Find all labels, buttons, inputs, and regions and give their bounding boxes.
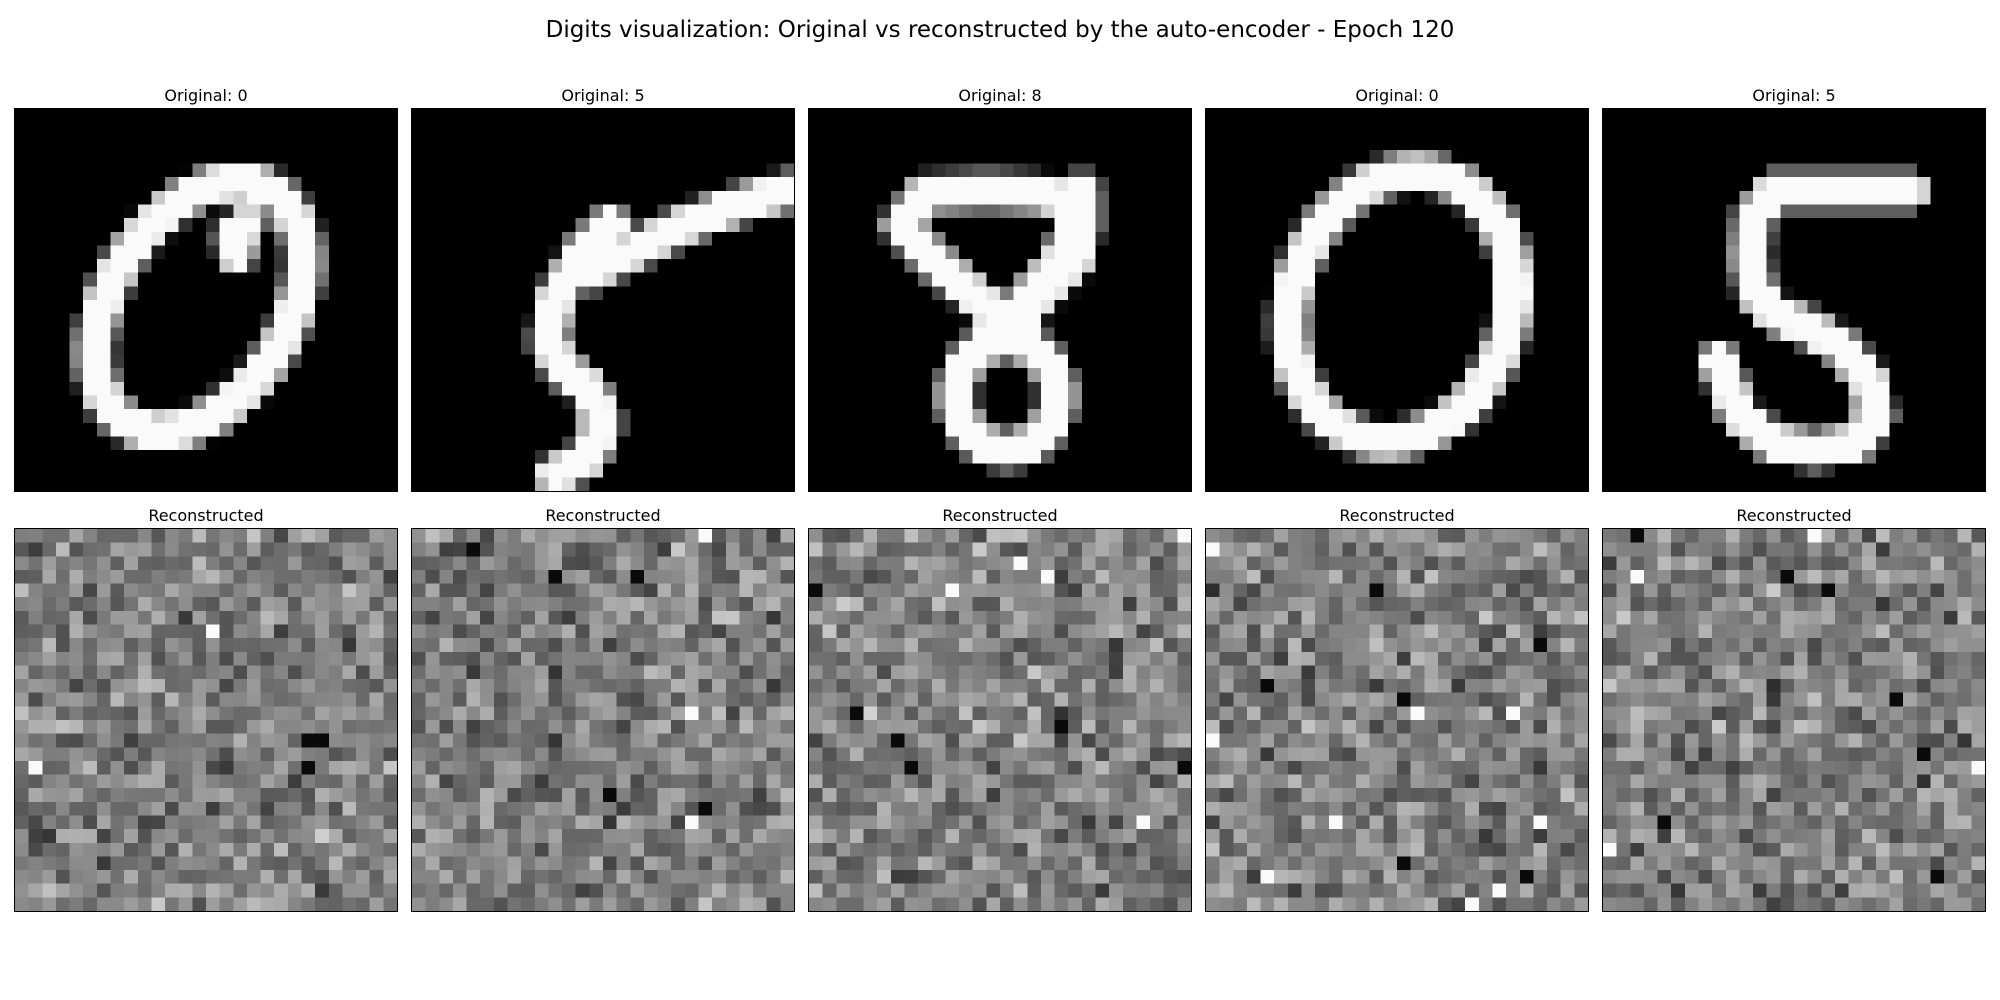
reconstructed-title: Reconstructed [545, 506, 661, 525]
reconstructed-title: Reconstructed [1339, 506, 1455, 525]
original-digit-image [808, 108, 1192, 492]
original-title: Original: 0 [1355, 86, 1439, 105]
reconstructed-noise-image [1205, 528, 1589, 912]
original-title: Original: 5 [1752, 86, 1836, 105]
original-title: Original: 8 [958, 86, 1042, 105]
original-title: Original: 0 [164, 86, 248, 105]
original-title: Original: 5 [561, 86, 645, 105]
original-digit-image [411, 108, 795, 492]
reconstructed-noise-image [14, 528, 398, 912]
reconstructed-noise-image [1602, 528, 1986, 912]
figure-title: Digits visualization: Original vs recons… [545, 17, 1455, 43]
original-digit-image [14, 108, 398, 492]
reconstructed-title: Reconstructed [148, 506, 264, 525]
reconstructed-noise-image [411, 528, 795, 912]
original-digit-image [1205, 108, 1589, 492]
reconstructed-title: Reconstructed [942, 506, 1058, 525]
reconstructed-noise-image [808, 528, 1192, 912]
original-digit-image [1602, 108, 1986, 492]
reconstructed-title: Reconstructed [1736, 506, 1852, 525]
